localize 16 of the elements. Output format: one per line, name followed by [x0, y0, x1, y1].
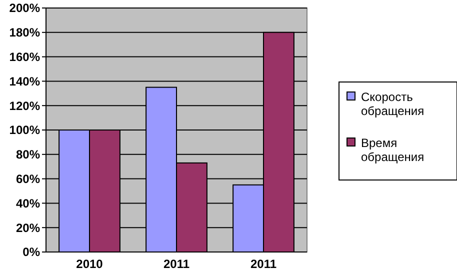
- y-tick-label: 80%: [16, 148, 40, 162]
- y-tick-label: 40%: [16, 196, 40, 210]
- y-tick-label: 120%: [9, 98, 40, 113]
- legend-label: Скорость обращения: [361, 90, 424, 118]
- x-tick-label: 2011: [163, 257, 190, 271]
- y-tick-label: 20%: [16, 220, 40, 235]
- y-tick-label: 100%: [9, 123, 40, 138]
- legend-label: Время обращения: [361, 136, 424, 164]
- y-tick-label: 160%: [9, 50, 40, 64]
- y-tick-label: 0%: [22, 245, 40, 260]
- y-tick-label: 60%: [16, 172, 40, 186]
- y-tick-label: 140%: [9, 74, 40, 88]
- x-tick-label: 2011: [250, 257, 277, 271]
- y-tick-label: 180%: [9, 26, 40, 40]
- y-tick-label: 200%: [9, 1, 40, 16]
- x-tick-label: 2010: [76, 257, 104, 271]
